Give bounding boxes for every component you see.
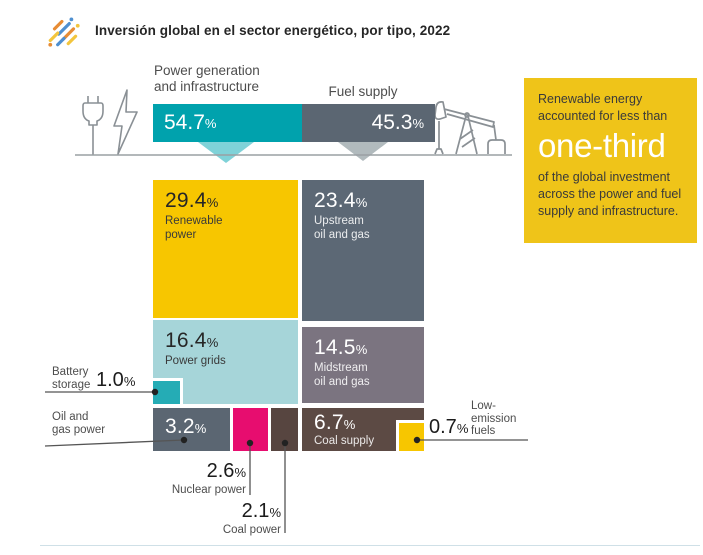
low-emission-fuels-label: Low- emission fuels bbox=[471, 400, 516, 438]
percent-sign: % bbox=[123, 374, 136, 389]
power-grids-label: Power grids bbox=[165, 355, 226, 367]
low-emission-fuels-label-line3: fuels bbox=[471, 425, 496, 437]
upstream-oil-gas-block: 23.4% Upstream oil and gas bbox=[302, 180, 424, 321]
percent-sign: % bbox=[204, 115, 217, 131]
fuel-supply-bar-label: Fuel supply bbox=[328, 84, 398, 99]
nuclear-power-number: 2.6 bbox=[206, 460, 235, 482]
nuclear-power-value: 2.6% bbox=[170, 460, 246, 483]
battery-storage-label-line2: storage bbox=[52, 378, 91, 391]
oil-gas-power-value: 3.2 bbox=[165, 415, 195, 438]
oil-gas-power-block: 3.2% bbox=[153, 408, 230, 451]
upstream-oil-gas-value: 23.4 bbox=[314, 189, 356, 212]
low-emission-fuels-block bbox=[396, 420, 424, 451]
oil-gas-power-label-line1: Oil and bbox=[52, 411, 89, 423]
midstream-oil-gas-label-line2: oil and gas bbox=[314, 375, 370, 388]
callout-body-text: of the global investment across the powe… bbox=[538, 170, 682, 218]
coal-power-block bbox=[271, 408, 298, 451]
percent-sign: % bbox=[412, 115, 424, 131]
fuel-supply-bar: 45.3% bbox=[302, 104, 435, 142]
low-emission-fuels-label-line2: emission bbox=[471, 412, 517, 425]
power-grids-value: 16.4 bbox=[165, 329, 207, 352]
midstream-oil-gas-label-line1: Midstream bbox=[314, 362, 368, 374]
coal-supply-label: Coal supply bbox=[314, 435, 375, 447]
pumpjack-icon bbox=[434, 101, 506, 155]
upstream-oil-gas-label-line2: oil and gas bbox=[314, 228, 370, 241]
percent-sign: % bbox=[343, 417, 356, 432]
percent-sign: % bbox=[269, 505, 281, 520]
midstream-oil-gas-label: Midstream oil and gas bbox=[314, 362, 424, 389]
low-emission-fuels-value: 0.7% bbox=[429, 416, 468, 439]
renewable-power-label-line2: power bbox=[165, 228, 197, 241]
colored-hatch-logo-icon bbox=[48, 17, 80, 47]
callout-panel: Renewable energy accounted for less than… bbox=[524, 78, 697, 243]
power-generation-bar: 54.7% bbox=[153, 104, 308, 142]
oil-gas-power-label-line2: gas power bbox=[52, 423, 106, 436]
lightning-icon bbox=[113, 89, 138, 155]
gray-arrow-down-icon bbox=[338, 142, 388, 161]
midstream-oil-gas-block: 14.5% Midstream oil and gas bbox=[302, 327, 424, 403]
coal-supply-value: 6.7 bbox=[314, 411, 344, 434]
coal-power-value: 2.1% bbox=[205, 500, 281, 523]
battery-storage-label: Battery storage bbox=[52, 366, 90, 391]
percent-sign: % bbox=[206, 335, 219, 350]
battery-storage-value: 1.0% bbox=[96, 369, 135, 392]
callout-highlight-text: one-third bbox=[538, 127, 666, 164]
coal-power-number: 2.1 bbox=[241, 500, 270, 522]
percent-sign: % bbox=[355, 195, 368, 210]
upstream-oil-gas-label-line1: Upstream bbox=[314, 215, 364, 227]
renewable-power-block: 29.4% Renewable power bbox=[153, 180, 298, 318]
fuel-supply-bar-value: 45.3 bbox=[371, 111, 413, 134]
percent-sign: % bbox=[194, 421, 207, 436]
coal-supply-block: 6.7% Coal supply bbox=[302, 408, 424, 451]
coal-power-label: Coal power bbox=[222, 524, 281, 536]
bottom-divider bbox=[40, 545, 700, 546]
percent-sign: % bbox=[206, 195, 219, 210]
low-emission-fuels-label-line1: Low- bbox=[471, 400, 496, 412]
battery-storage-label-line1: Battery bbox=[52, 366, 89, 378]
percent-sign: % bbox=[456, 421, 469, 436]
low-emission-fuels-number: 0.7 bbox=[429, 416, 457, 438]
power-generation-bar-value: 54.7 bbox=[164, 111, 205, 134]
plug-icon bbox=[82, 96, 104, 155]
callout-intro-text: Renewable energy accounted for less than bbox=[538, 92, 668, 123]
renewable-power-label-line1: Renewable bbox=[165, 215, 223, 227]
percent-sign: % bbox=[234, 465, 246, 480]
upstream-oil-gas-label: Upstream oil and gas bbox=[314, 215, 424, 242]
power-generation-bar-label-line2: and infrastructure bbox=[154, 79, 260, 94]
teal-arrow-down-icon bbox=[198, 142, 254, 163]
nuclear-power-block bbox=[233, 408, 268, 451]
page-title: Inversión global en el sector energético… bbox=[95, 23, 451, 38]
nuclear-power-label: Nuclear power bbox=[171, 484, 246, 496]
oil-gas-power-label: Oil and gas power bbox=[52, 411, 105, 436]
power-generation-bar-label: Power generation and infrastructure bbox=[154, 63, 260, 95]
renewable-power-label: Renewable power bbox=[165, 215, 298, 242]
midstream-oil-gas-value: 14.5 bbox=[314, 336, 356, 359]
percent-sign: % bbox=[355, 342, 368, 357]
power-generation-bar-label-line1: Power generation bbox=[154, 63, 260, 78]
battery-storage-block bbox=[153, 378, 183, 404]
battery-storage-number: 1.0 bbox=[96, 369, 124, 391]
renewable-power-value: 29.4 bbox=[165, 189, 207, 212]
